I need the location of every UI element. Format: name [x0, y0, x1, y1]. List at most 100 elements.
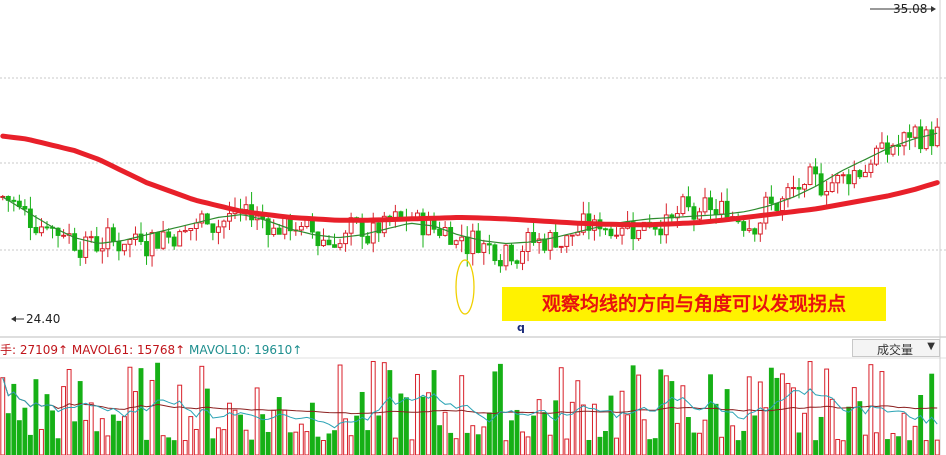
volume-bar: [824, 368, 830, 455]
volume-bar: [11, 383, 17, 455]
volume-bar: [227, 402, 232, 455]
volume-bar: [260, 414, 266, 455]
candle-body: [923, 129, 929, 150]
volume-bar: [547, 434, 553, 455]
volume-bar: [61, 386, 67, 455]
ma-long-line: [0, 133, 940, 228]
volume-bar: [807, 361, 813, 455]
volume-bar: [586, 439, 592, 455]
volume-bar: [155, 362, 161, 455]
candle-body: [907, 132, 913, 138]
volume-bar: [66, 368, 72, 455]
volume-bar: [835, 438, 841, 455]
volume-bar: [149, 379, 155, 455]
candle-body: [464, 236, 470, 255]
candle-body: [365, 235, 371, 244]
candle-body: [138, 233, 144, 243]
volume-bar: [309, 402, 315, 455]
candle-body: [72, 233, 78, 251]
volume-bar: [448, 432, 454, 455]
candle-body: [376, 222, 382, 234]
volume-bar: [713, 403, 719, 455]
candle-body: [658, 228, 664, 236]
candle-body: [929, 129, 935, 147]
candle-body: [343, 232, 349, 245]
candle-body: [481, 243, 487, 253]
volume-bar: [923, 440, 929, 455]
candle-body: [127, 238, 133, 245]
candle-body: [99, 248, 105, 252]
volume-bar: [674, 422, 680, 455]
volume-bar: [719, 436, 725, 455]
candle-body: [873, 147, 879, 165]
volume-bar: [249, 439, 255, 455]
price-high-label: 35.08: [893, 2, 927, 16]
candle-body: [763, 196, 769, 224]
candle-body: [652, 226, 658, 230]
candle-body: [896, 144, 901, 147]
volume-bar: [652, 438, 658, 455]
volume-bar: [276, 397, 282, 455]
volume-bar: [359, 391, 365, 455]
candle-body: [553, 232, 559, 248]
candle-body: [271, 227, 277, 236]
volume-bar: [614, 437, 619, 455]
candle-body: [503, 244, 509, 267]
candle-body: [39, 226, 44, 234]
volume-bar: [426, 392, 431, 455]
volume-bar: [885, 439, 890, 455]
candle-body: [426, 218, 431, 236]
candle-body: [282, 216, 288, 235]
candle-body: [901, 132, 907, 147]
candle-body: [846, 174, 852, 185]
candle-body: [94, 236, 100, 252]
volume-bar: [55, 438, 61, 455]
volume-bar: [133, 391, 138, 455]
volume-bar: [509, 420, 514, 455]
candle-body: [785, 187, 791, 200]
candle-body: [608, 228, 614, 237]
candle-body: [149, 232, 155, 257]
candle-body: [486, 243, 492, 246]
indicator-dropdown[interactable]: 成交量 ▼: [852, 339, 940, 357]
volume-bar: [337, 364, 343, 455]
volume-bar: [907, 440, 913, 455]
volume-bar: [702, 419, 708, 455]
volume-bar: [873, 432, 879, 455]
volume-bar: [72, 421, 78, 455]
volume-bar: [636, 374, 642, 455]
volume-bar: [88, 402, 94, 455]
volume-bar: [354, 415, 360, 455]
volume-bar: [265, 431, 271, 455]
volume-bar: [475, 434, 481, 455]
candle-body: [569, 234, 575, 237]
volume-bar: [437, 425, 443, 455]
volume-bar: [481, 426, 487, 455]
volume-bar: [232, 409, 238, 455]
candle-body: [210, 223, 216, 233]
volume-bar: [851, 387, 857, 455]
candle-body: [564, 235, 570, 247]
volume-bar: [641, 419, 647, 455]
mavol10-value: MAVOL10: 19610↑: [189, 343, 303, 357]
candle-body: [542, 238, 548, 251]
candle-body: [879, 142, 885, 149]
volume-bar: [697, 432, 702, 455]
volume-bar: [724, 389, 730, 455]
candle-body: [719, 200, 725, 215]
volume-bar: [387, 370, 393, 455]
volume-bar: [603, 430, 608, 455]
volume-legend: 手: 27109↑ MAVOL61: 15768↑ MAVOL10: 19610…: [0, 341, 302, 358]
candle-body: [88, 236, 94, 239]
volume-bar: [569, 401, 575, 455]
candle-body: [912, 126, 918, 138]
candle-body: [337, 243, 343, 248]
candle-body: [835, 174, 841, 184]
candle-body: [857, 170, 863, 178]
candle-body: [746, 228, 752, 231]
candle-body: [420, 212, 426, 236]
volume-bar: [879, 371, 885, 455]
candle-body: [514, 260, 520, 264]
volume-bar: [868, 364, 874, 455]
